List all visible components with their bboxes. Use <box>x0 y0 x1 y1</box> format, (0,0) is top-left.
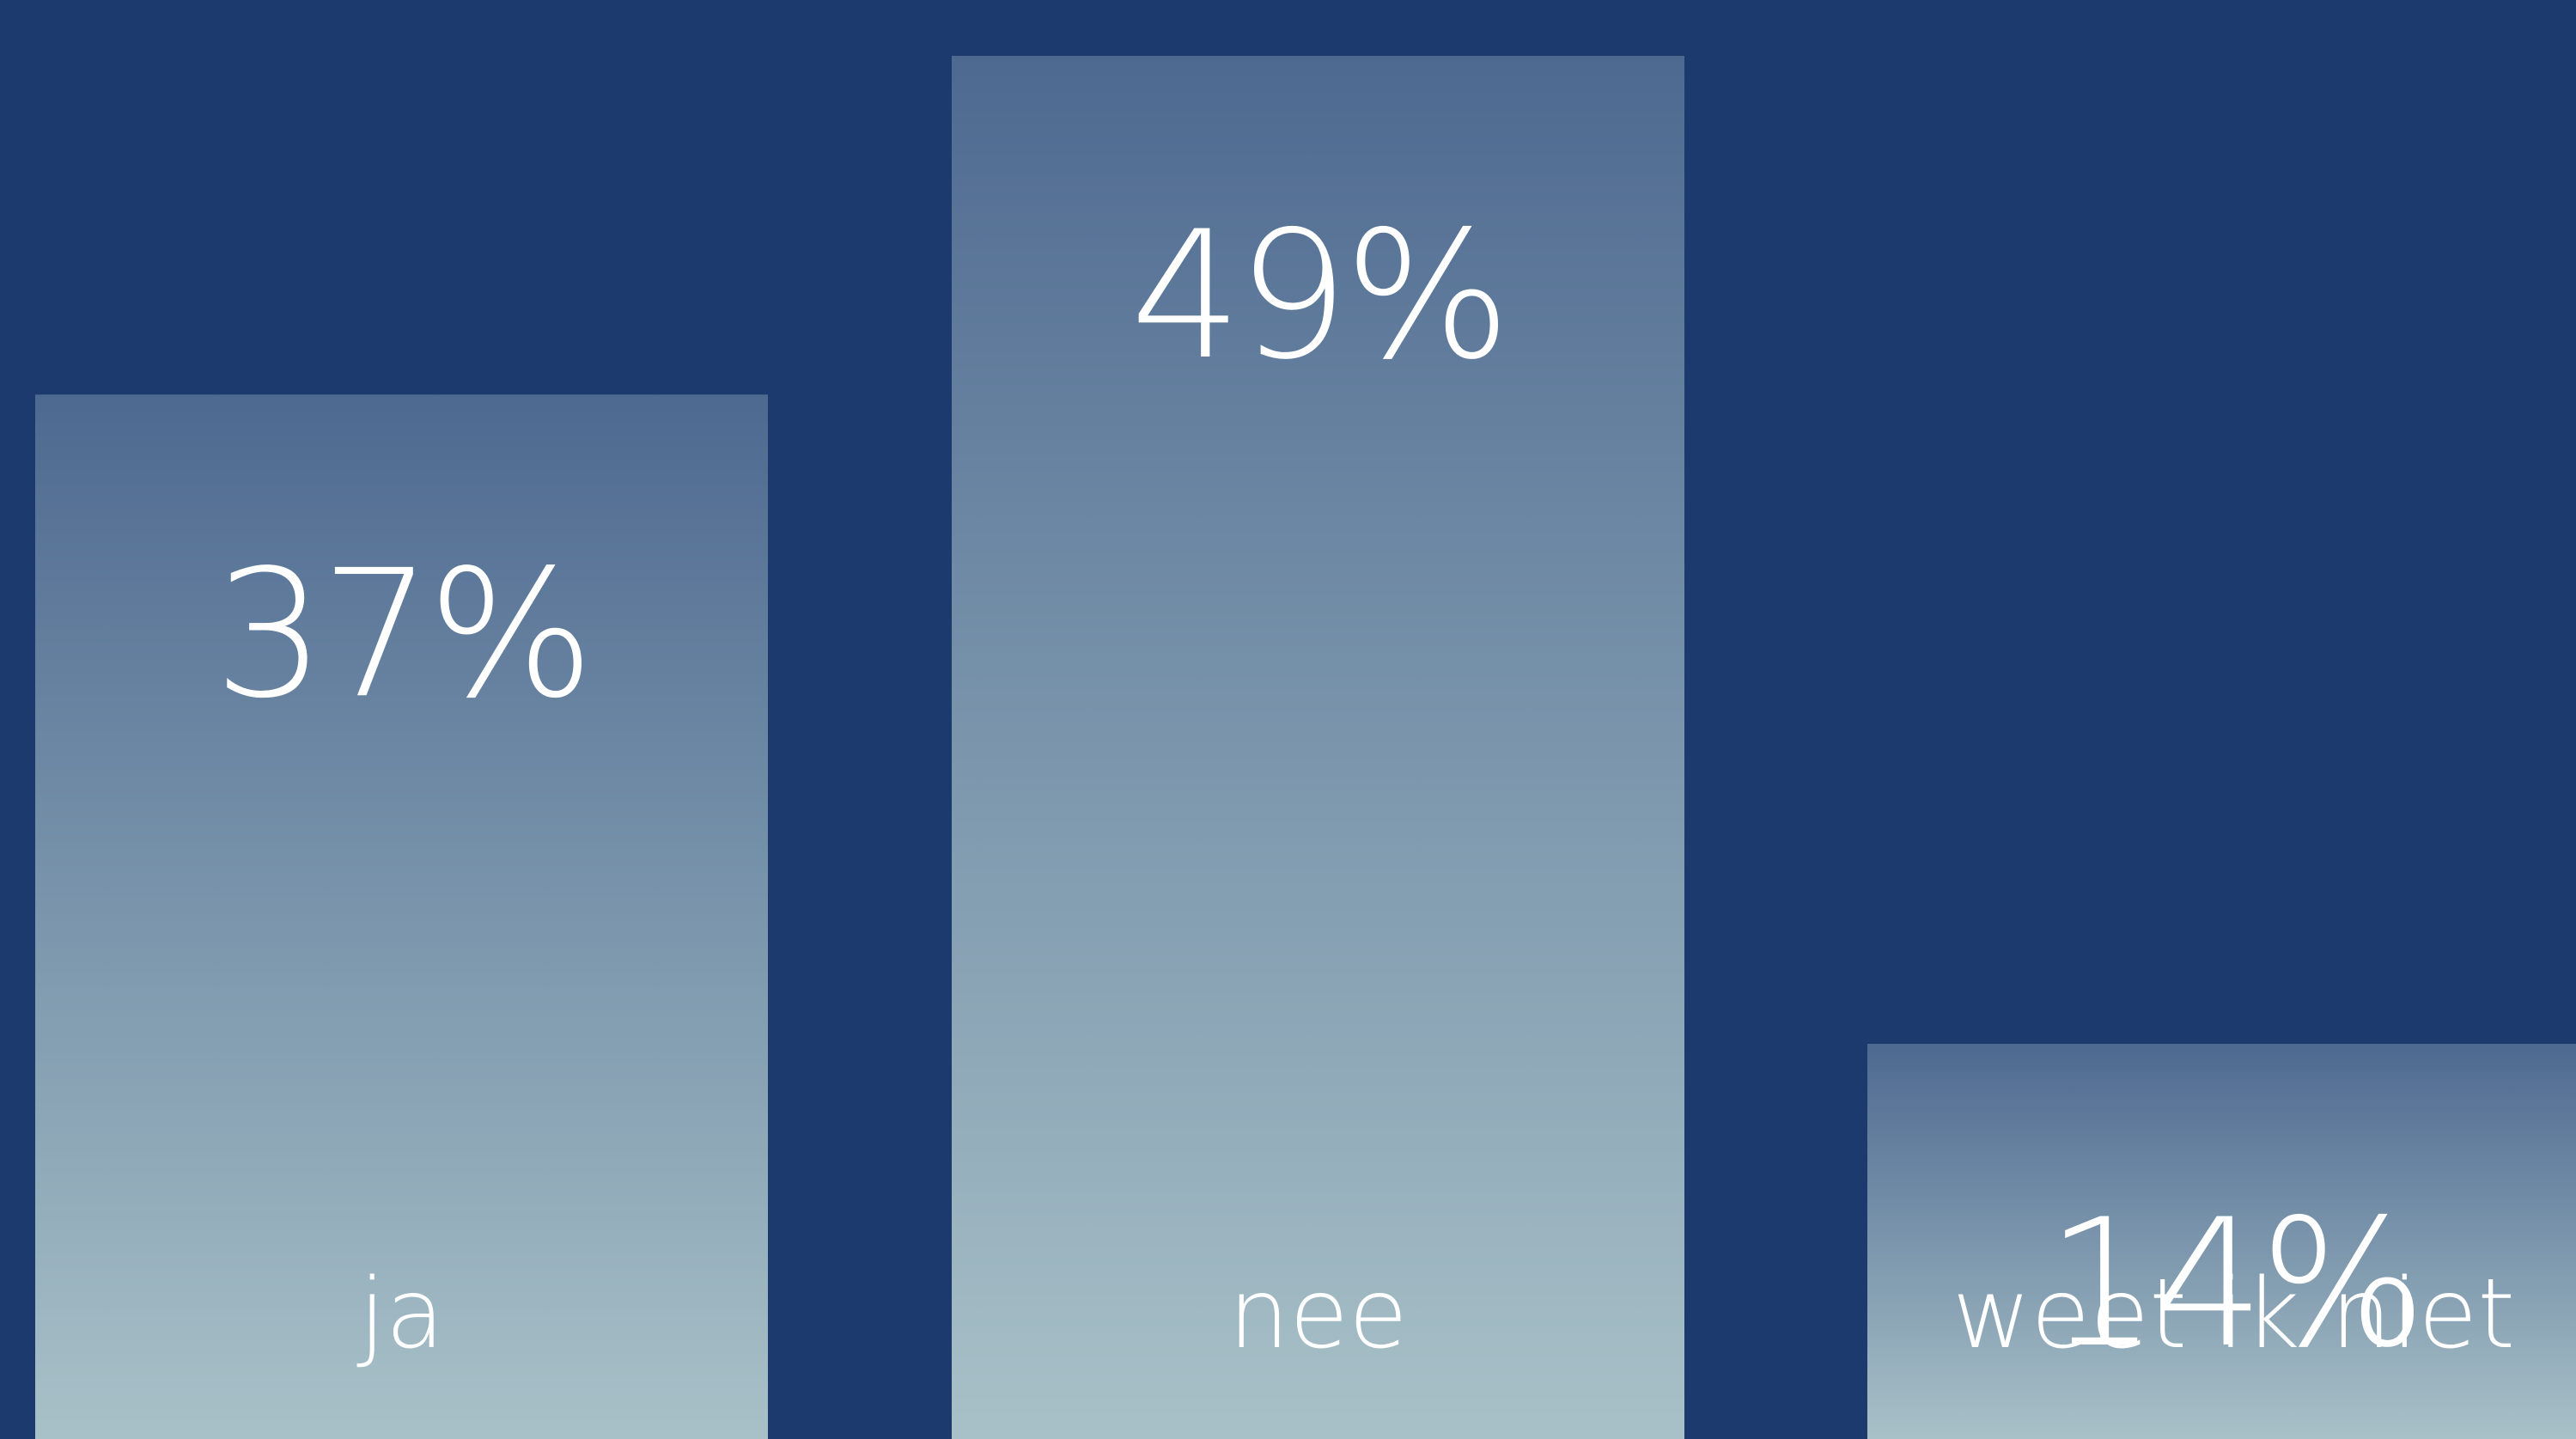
category-label-ja: ja <box>356 1259 445 1370</box>
bar-weet-ik-niet <box>1867 1044 2576 1439</box>
labels-layer: 37% ja 49% nee 14%weet ik niet <box>214 194 2516 1387</box>
data-label-weet-ik-niet: 14% <box>2046 1182 2422 1387</box>
category-label-nee: nee <box>1228 1259 1408 1370</box>
bars-layer <box>35 56 2576 1439</box>
data-label-ja: 37% <box>214 533 590 737</box>
bar-ja <box>35 394 768 1439</box>
bar-nee <box>952 56 1684 1439</box>
category-label-weet-ik-niet: weet ik niet <box>1952 1259 2515 1370</box>
data-label-nee: 49% <box>1130 194 1507 399</box>
